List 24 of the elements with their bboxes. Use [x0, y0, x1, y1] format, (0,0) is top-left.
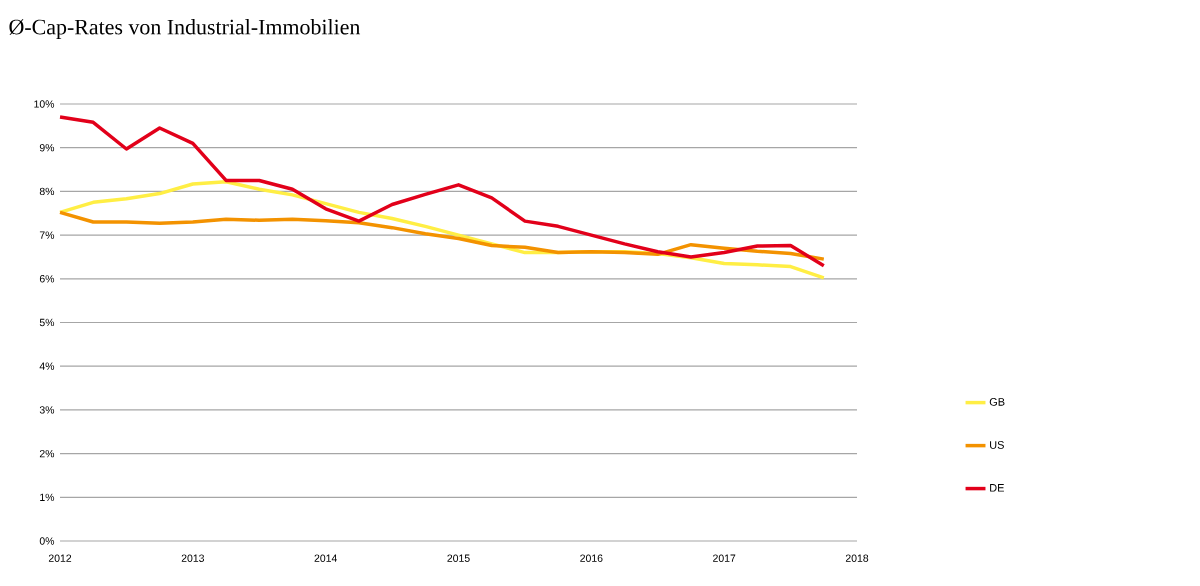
- x-tick-label: 2013: [181, 554, 205, 562]
- line-series: [58, 210, 826, 261]
- x-tick-label: 2018: [845, 554, 869, 562]
- y-tick-label: 6%: [39, 275, 55, 283]
- line-series: [58, 115, 826, 268]
- chart-title: Ø-Cap-Rates von Industrial-Immobilien: [9, 19, 361, 39]
- x-tick-label: 2015: [447, 554, 470, 562]
- y-tick-label: 7%: [39, 231, 55, 239]
- legend-label: US: [990, 441, 1004, 449]
- y-tick-label: 2%: [39, 449, 55, 458]
- y-tick-label: 3%: [39, 406, 55, 414]
- legend-label: DE: [990, 484, 1004, 492]
- legend-label: GB: [989, 398, 1005, 406]
- y-tick-label: 1%: [40, 493, 55, 501]
- y-tick-label: 5%: [39, 318, 55, 327]
- x-tick-label: 2017: [713, 554, 736, 562]
- x-tick-label: 2016: [580, 554, 603, 562]
- x-tick-label: 2014: [314, 554, 337, 562]
- y-tick-label: 0%: [39, 537, 55, 545]
- y-tick-label: 4%: [39, 362, 55, 370]
- y-tick-label: 8%: [39, 187, 55, 196]
- y-tick-label: 10%: [34, 100, 55, 108]
- x-tick-label: 2012: [48, 554, 72, 562]
- y-tick-label: 9%: [39, 143, 55, 152]
